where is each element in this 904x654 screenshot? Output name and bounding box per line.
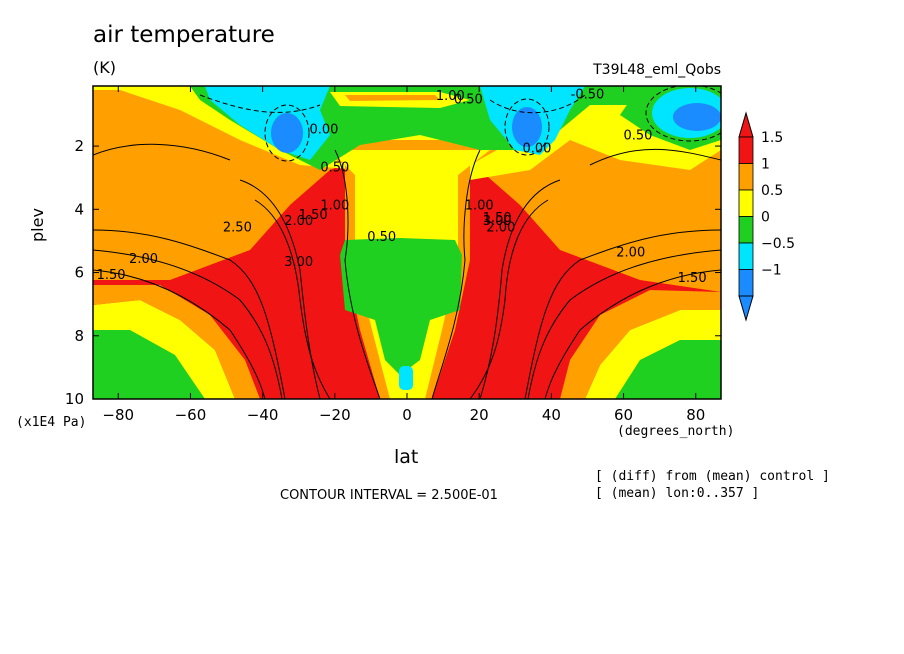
colorbar-segment <box>738 216 754 244</box>
x-tick-label: 20 <box>470 406 489 424</box>
y-tick-label: 10 <box>65 390 84 408</box>
field-orange-north <box>560 290 721 399</box>
contour-label: 2.00 <box>284 214 313 229</box>
contour-label: 0.50 <box>367 230 396 245</box>
x-tick-label: 0 <box>402 406 412 424</box>
y-axis-multiplier: (x1E4 Pa) <box>16 415 87 430</box>
x-tick-label: 60 <box>614 406 633 424</box>
x-tick-label: 80 <box>686 406 705 424</box>
field-cyan-spot <box>399 366 413 390</box>
x-tick-label: −20 <box>319 406 351 424</box>
contour-label: 2.50 <box>223 220 252 235</box>
contour-fill <box>93 86 721 399</box>
contour-label: 0.00 <box>522 141 551 156</box>
chart-units: (K) <box>93 58 116 77</box>
colorbar-lower-arrow <box>738 295 754 322</box>
field-green-south <box>93 330 205 399</box>
colorbar-segment <box>738 242 754 270</box>
x-axis-units: (degrees_north) <box>617 424 735 439</box>
colorbar-label: −0.5 <box>761 236 795 252</box>
y-tick-label: 4 <box>74 200 84 218</box>
contour-label: 2.00 <box>616 246 645 261</box>
x-tick-label: −40 <box>247 406 279 424</box>
contour-label: 0.00 <box>310 122 339 137</box>
contour-label: 1.00 <box>436 89 465 104</box>
field-green-north <box>615 340 721 399</box>
field-green-column <box>340 238 462 375</box>
colorbar-segment <box>738 163 754 191</box>
chart-title: air temperature <box>93 22 275 48</box>
x-tick-label: 40 <box>542 406 561 424</box>
axis-ticks: −80 −60 −40 −20 0 20 40 60 80 2 4 6 8 10 <box>65 86 721 424</box>
colorbar-label: 1 <box>761 157 770 173</box>
colorbar-label: 1.5 <box>761 130 783 146</box>
contour-label: 3.00 <box>284 255 313 270</box>
x-tick-label: −60 <box>175 406 207 424</box>
contour-label: 2.00 <box>129 252 158 267</box>
contour-label: 1.50 <box>97 268 126 283</box>
contour-label: 3.00 <box>483 214 512 229</box>
negative-contours <box>199 86 721 162</box>
field-blue-left <box>271 113 303 153</box>
field-blue-right <box>512 107 542 147</box>
y-tick-label: 2 <box>74 137 84 155</box>
contour-label: 1.00 <box>320 198 349 213</box>
colorbar-label: 0.5 <box>761 183 783 199</box>
contour-label: 1.00 <box>465 198 494 213</box>
mean-note: [ (mean) lon:0..357 ] <box>595 486 760 501</box>
diff-note: [ (diff) from (mean) control ] <box>595 469 830 484</box>
contour-label: -0.50 <box>571 88 605 103</box>
colorbar-segment <box>738 269 754 297</box>
colorbar-segment <box>738 189 754 217</box>
field-blue-topright <box>673 103 721 131</box>
contour-lines <box>93 143 721 399</box>
x-tick-label: −80 <box>102 406 134 424</box>
contour-label: 1.50 <box>678 271 707 286</box>
y-tick-label: 8 <box>74 327 84 345</box>
colorbar-segment <box>738 136 754 164</box>
run-label: T39L48_eml_Qobs <box>593 62 721 78</box>
field-orange-cap <box>345 95 440 101</box>
contour-label: 1.50 <box>483 211 512 226</box>
x-axis-label: lat <box>394 446 419 468</box>
contour-label: 0.50 <box>454 92 483 107</box>
contour-labels: 3.003.002.502.001.502.001.501.001.502.00… <box>97 88 707 286</box>
y-tick-label: 6 <box>74 264 84 282</box>
colorbar-label: −1 <box>761 263 782 279</box>
contour-label: 1.50 <box>299 208 328 223</box>
contour-label: 0.50 <box>320 160 349 175</box>
contour-label: 0.50 <box>624 129 653 144</box>
contour-interval: CONTOUR INTERVAL = 2.500E-01 <box>280 488 498 503</box>
colorbar-upper-arrow <box>738 111 754 138</box>
contour-label: 2.00 <box>486 220 515 235</box>
colorbar: 1.5 1 0.5 0 −0.5 −1 <box>738 111 795 322</box>
colorbar-label: 0 <box>761 210 770 226</box>
field-orange-south <box>93 285 260 399</box>
